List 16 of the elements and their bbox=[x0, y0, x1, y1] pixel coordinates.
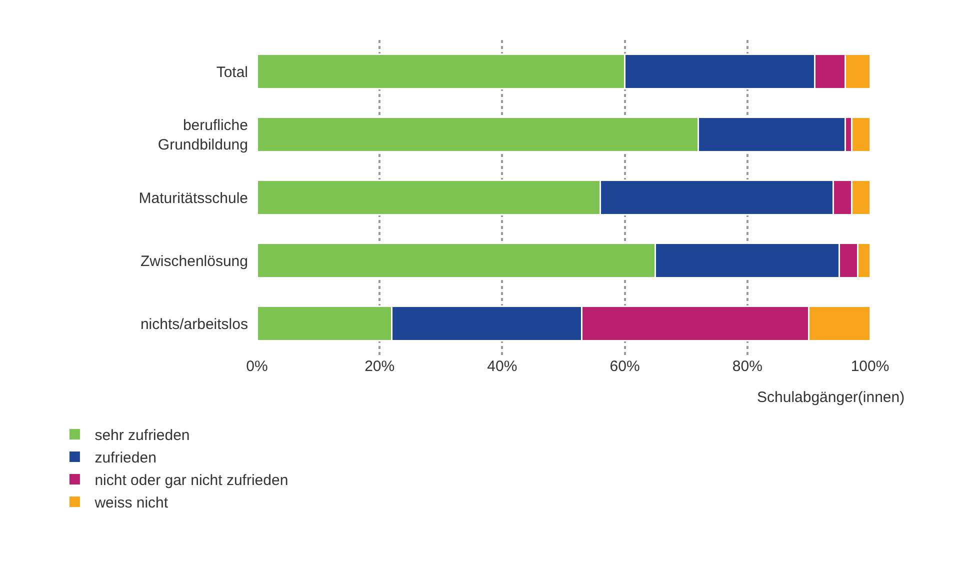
y-tick-label: Total bbox=[216, 64, 248, 81]
y-tick-label: Zwischenlösung bbox=[140, 252, 248, 270]
x-tick-label: 0% bbox=[246, 358, 268, 375]
y-tick-label: Maturitätsschule bbox=[138, 190, 248, 207]
x-tick-label: 40% bbox=[487, 358, 518, 375]
legend-label: zufrieden bbox=[94, 450, 156, 467]
x-tick-label: 100% bbox=[850, 358, 890, 375]
legend-label: sehr zufrieden bbox=[94, 427, 190, 444]
y-tick-label: nichts/arbeitslos bbox=[140, 316, 248, 333]
x-tick-label: 20% bbox=[364, 358, 395, 375]
x-tick-label: 60% bbox=[610, 358, 640, 375]
x-tick-label: 80% bbox=[732, 358, 762, 375]
y-tick-label: berufliche Grundbildung bbox=[158, 117, 248, 154]
legend-label: weiss nicht bbox=[94, 494, 169, 512]
x-axis-title: Schulabgänger(innen) bbox=[757, 389, 905, 406]
legend-label: nicht oder gar nicht zufrieden bbox=[94, 472, 288, 490]
